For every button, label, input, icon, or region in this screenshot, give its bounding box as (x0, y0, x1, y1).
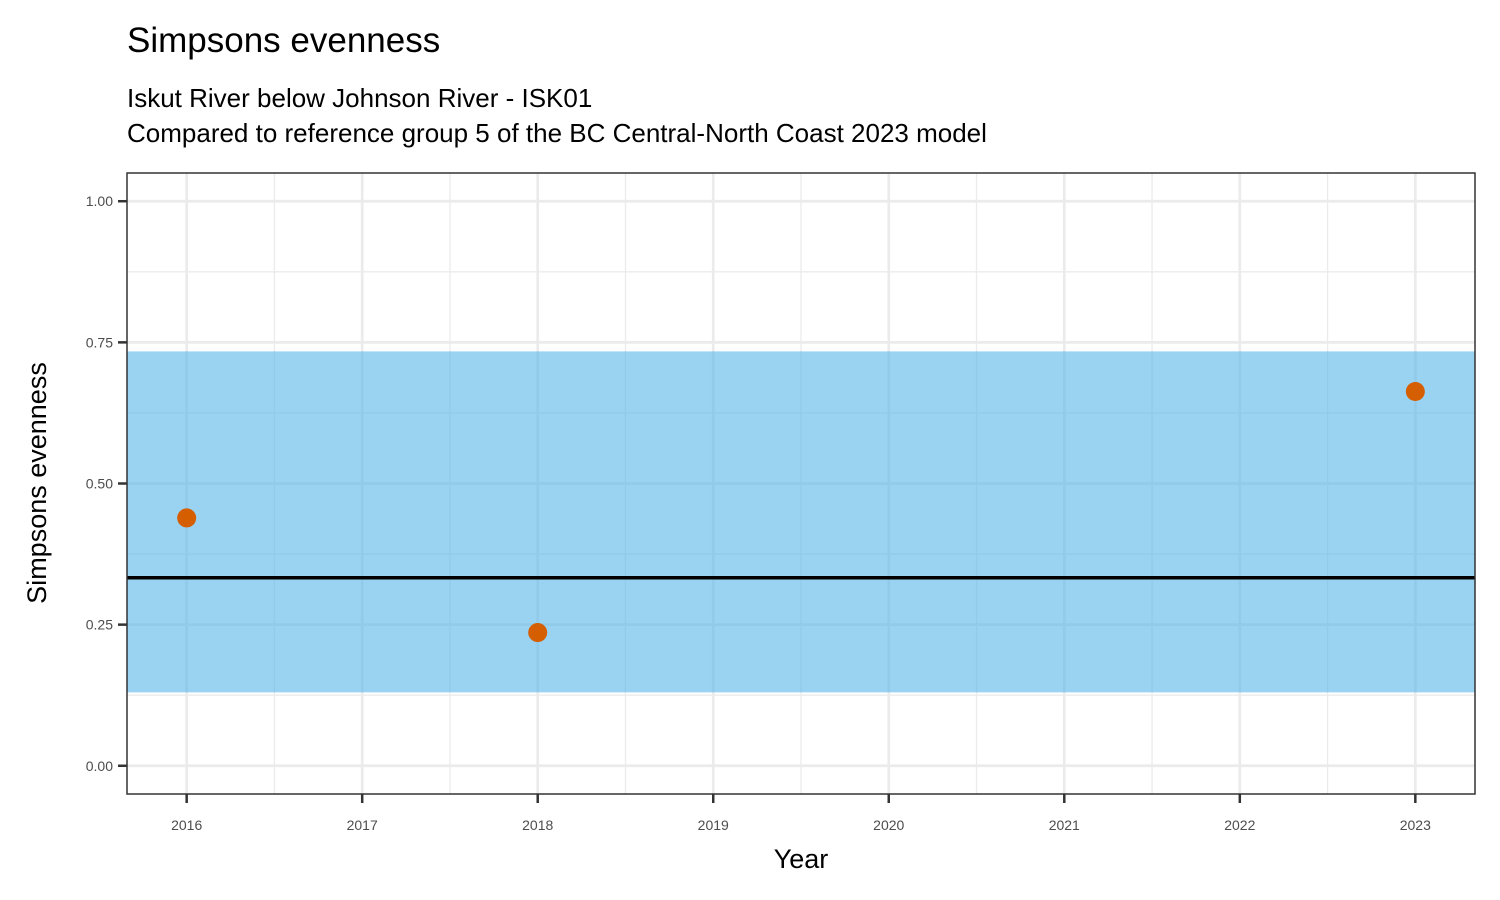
x-tick-label: 2023 (1400, 817, 1431, 833)
y-tick-label: 0.25 (86, 617, 113, 633)
chart-subtitle-line-2: Compared to reference group 5 of the BC … (127, 118, 987, 148)
x-tick-label: 2018 (522, 817, 553, 833)
x-tick-label: 2016 (171, 817, 202, 833)
reference-band (127, 351, 1475, 693)
y-axis-label: Simpsons evenness (22, 362, 52, 604)
y-tick-label: 1.00 (86, 193, 113, 209)
x-axis-label: Year (774, 844, 829, 874)
y-tick-label: 0.50 (86, 476, 113, 492)
y-tick-label: 0.00 (86, 758, 113, 774)
x-tick-label: 2020 (873, 817, 904, 833)
y-tick-label: 0.75 (86, 334, 113, 350)
x-tick-label: 2019 (698, 817, 729, 833)
x-tick-label: 2022 (1224, 817, 1255, 833)
data-point-2016 (177, 508, 197, 528)
data-point-2023 (1405, 381, 1425, 401)
data-point-2018 (528, 623, 548, 643)
chart-title: Simpsons evenness (127, 21, 440, 60)
chart-subtitle-line-1: Iskut River below Johnson River - ISK01 (127, 83, 592, 113)
x-tick-label: 2017 (347, 817, 378, 833)
x-tick-label: 2021 (1049, 817, 1080, 833)
